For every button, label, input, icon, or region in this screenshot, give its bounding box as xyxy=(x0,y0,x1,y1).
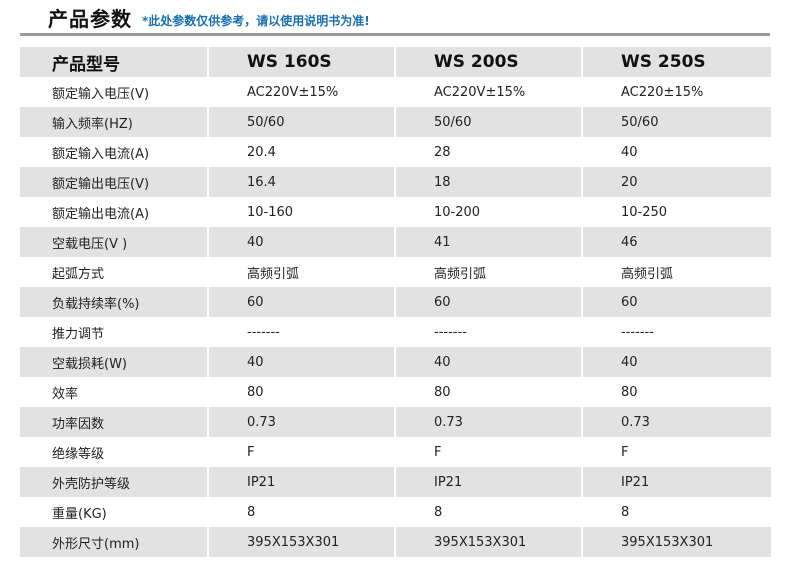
param-value-cell: 50/60 xyxy=(395,107,583,137)
param-value-cell: AC220V±15% xyxy=(208,77,396,107)
param-value-cell: 0.73 xyxy=(208,407,396,437)
param-value-cell: 41 xyxy=(395,227,583,257)
param-value-cell: 40 xyxy=(621,144,638,160)
param-value-cell: 20.4 xyxy=(208,137,396,167)
table-row: 外形尺寸(mm) 395X153X301 395X153X301 395X153X30… xyxy=(20,527,771,557)
table-row: 重量(KG) 8 8 8 xyxy=(20,497,771,527)
param-name-cell: 重量(KG) xyxy=(20,497,209,527)
title-divider xyxy=(20,33,770,36)
param-name-cell: 负载持续率(%) xyxy=(20,287,209,317)
disclaimer-note: *此处参数仅供参考，请以使用说明书为准! xyxy=(142,14,370,28)
table-row: 功率因数 0.73 0.73 0.73 xyxy=(20,407,771,437)
spec-table: 产品型号 WS 160S WS 200S WS 250S 额定输入电压(V) AC… xyxy=(20,47,771,557)
param-value-cell: 16.4 xyxy=(208,167,396,197)
param-value-cell: 8 xyxy=(621,504,630,520)
table-row: 负载持续率(%) 60 60 60 xyxy=(20,287,771,317)
table-row: 效率 80 80 80 xyxy=(20,377,771,407)
table-row: 绝缘等级 F F F xyxy=(20,437,771,467)
param-value-cell: IP21 xyxy=(208,467,396,497)
param-value-cell: 高频引弧 xyxy=(208,257,396,287)
param-value-cell: 28 xyxy=(395,137,583,167)
param-value-cell: 0.73 xyxy=(582,407,771,437)
param-name-cell: 外壳防护等级 xyxy=(20,467,209,497)
param-value-cell: 60 xyxy=(395,287,583,317)
param-value-cell: AC220±15% xyxy=(621,84,704,100)
param-value-cell: F xyxy=(208,437,396,467)
param-value-cell: 10-200 xyxy=(395,197,583,227)
param-name-cell: 空载损耗(W) xyxy=(20,347,209,377)
param-value-cell: 395X153X301 xyxy=(582,527,771,557)
param-value-cell: 8 xyxy=(208,497,396,527)
param-value-cell: 46 xyxy=(582,227,771,257)
param-value-cell: IP21 xyxy=(395,467,583,497)
header-cell-ws250s: WS 250S xyxy=(582,47,771,77)
table-row: 输入频率(HZ) 50/60 50/60 50/60 xyxy=(20,107,771,137)
param-value-cell: 40 xyxy=(582,347,771,377)
table-row: 空载损耗(W) 40 40 40 xyxy=(20,347,771,377)
param-value-cell: 80 xyxy=(395,377,583,407)
param-name-cell: 额定输入电压(V) xyxy=(20,77,209,107)
param-value-cell: 395X153X301 xyxy=(208,527,396,557)
param-name-cell: 空载电压(V ) xyxy=(20,227,209,257)
param-value-cell: 10-250 xyxy=(621,204,668,220)
param-name-cell: 外形尺寸(mm) xyxy=(20,527,209,557)
header-cell-ws160s: WS 160S xyxy=(208,47,396,77)
table-row: 额定输入电流(A) 20.4 28 40 xyxy=(20,137,771,167)
param-value-cell: 40 xyxy=(208,227,396,257)
param-value-cell: 高频引弧 xyxy=(395,257,583,287)
param-value-cell: 60 xyxy=(208,287,396,317)
param-name-cell: 输入频率(HZ) xyxy=(20,107,209,137)
table-row: 空载电压(V ) 40 41 46 xyxy=(20,227,771,257)
page-title: 产品参数 xyxy=(48,7,132,31)
param-name-cell: 推力调节 xyxy=(20,317,209,347)
param-value-cell: 50/60 xyxy=(208,107,396,137)
param-value-cell: 0.73 xyxy=(395,407,583,437)
param-value-cell: 80 xyxy=(208,377,396,407)
param-value-cell: 10-160 xyxy=(208,197,396,227)
table-row: 起弧方式 高频引弧 高频引弧 高频引弧 xyxy=(20,257,771,287)
param-value-cell: ------- xyxy=(208,317,396,347)
table-row: 额定输入电压(V) AC220V±15% AC220V±15% AC220±15% xyxy=(20,77,771,107)
header-cell-ws200s: WS 200S xyxy=(395,47,583,77)
param-value-cell: 80 xyxy=(621,384,638,400)
param-value-cell: 8 xyxy=(395,497,583,527)
table-header-row: 产品型号 WS 160S WS 200S WS 250S xyxy=(20,47,771,77)
param-value-cell: 60 xyxy=(582,287,771,317)
param-value-cell: 18 xyxy=(395,167,583,197)
param-value-cell: 395X153X301 xyxy=(395,527,583,557)
table-row: 外壳防护等级 IP21 IP21 IP21 xyxy=(20,467,771,497)
param-name-cell: 额定输出电流(A) xyxy=(20,197,209,227)
param-name-cell: 起弧方式 xyxy=(20,257,209,287)
param-value-cell: F xyxy=(395,437,583,467)
param-value-cell: F xyxy=(621,444,629,460)
param-name-cell: 功率因数 xyxy=(20,407,209,437)
param-value-cell: 40 xyxy=(208,347,396,377)
param-value-cell: ------- xyxy=(621,324,654,340)
table-row: 额定输出电流(A) 10-160 10-200 10-250 xyxy=(20,197,771,227)
param-value-cell: IP21 xyxy=(582,467,771,497)
param-value-cell: 50/60 xyxy=(582,107,771,137)
title-bar: 产品参数 *此处参数仅供参考，请以使用说明书为准! xyxy=(48,4,370,32)
param-value-cell: 40 xyxy=(395,347,583,377)
param-value-cell: 20 xyxy=(582,167,771,197)
spec-table-body: 产品型号 WS 160S WS 200S WS 250S 额定输入电压(V) AC… xyxy=(20,47,771,557)
param-value-cell: ------- xyxy=(395,317,583,347)
table-row: 推力调节 ------- ------- ------- xyxy=(20,317,771,347)
param-value-cell: AC220V±15% xyxy=(395,77,583,107)
param-name-cell: 绝缘等级 xyxy=(20,437,209,467)
header-cell-model: 产品型号 xyxy=(20,47,209,77)
table-row: 额定输出电压(V) 16.4 18 20 xyxy=(20,167,771,197)
param-value-cell: 高频引弧 xyxy=(621,266,674,282)
param-name-cell: 效率 xyxy=(20,377,209,407)
param-name-cell: 额定输入电流(A) xyxy=(20,137,209,167)
param-name-cell: 额定输出电压(V) xyxy=(20,167,209,197)
